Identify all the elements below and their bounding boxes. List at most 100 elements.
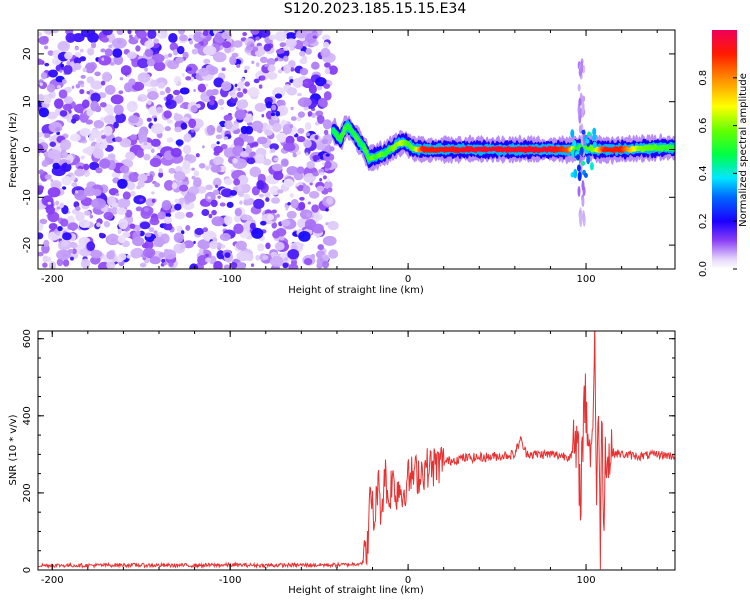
noise-speckle	[279, 235, 285, 241]
noise-speckle	[233, 223, 244, 235]
noise-speckle	[197, 83, 207, 93]
noise-speckle	[234, 207, 242, 217]
noise-speckle	[135, 230, 141, 235]
noise-speckle	[303, 173, 316, 183]
feature-speckle	[581, 101, 585, 114]
noise-speckle	[104, 48, 113, 57]
noise-speckle	[237, 191, 245, 197]
noise-speckle	[312, 154, 321, 161]
noise-speckle	[221, 81, 232, 92]
noise-speckle	[231, 94, 237, 99]
noise-speckle	[38, 251, 44, 257]
noise-speckle	[38, 131, 44, 138]
noise-speckle	[158, 252, 165, 258]
colorbar-tick-label: 0.6	[698, 118, 709, 134]
noise-speckle	[304, 122, 312, 131]
noise-speckle	[286, 210, 297, 219]
noise-speckle	[73, 62, 82, 71]
noise-speckle	[137, 94, 148, 102]
noise-speckle	[322, 119, 333, 130]
noise-speckle	[321, 34, 331, 41]
noise-speckle	[322, 175, 327, 180]
noise-speckle	[137, 72, 151, 83]
noise-speckle	[274, 31, 287, 42]
noise-speckle	[264, 129, 273, 136]
colorbar-tick-label: 0.2	[698, 213, 709, 229]
noise-speckle	[209, 240, 218, 250]
noise-speckle	[316, 185, 325, 192]
noise-speckle	[255, 254, 261, 261]
feature-speckle	[589, 162, 594, 171]
noise-speckle	[50, 178, 54, 182]
noise-speckle	[191, 48, 199, 55]
noise-speckle	[116, 198, 128, 209]
noise-speckle	[297, 127, 305, 134]
noise-speckle	[142, 247, 156, 258]
noise-speckle	[139, 198, 144, 202]
noise-speckle	[281, 219, 291, 227]
noise-speckle	[165, 223, 173, 231]
noise-speckle	[205, 257, 212, 263]
noise-speckle	[324, 160, 332, 169]
noise-speckle	[47, 201, 52, 205]
noise-speckle	[208, 255, 217, 265]
noise-speckle	[57, 40, 71, 52]
noise-speckle	[268, 34, 276, 40]
noise-speckle	[245, 146, 253, 154]
noise-speckle	[180, 230, 185, 235]
noise-speckle	[244, 81, 250, 87]
spectrogram-plot-area	[38, 30, 675, 269]
noise-speckle	[244, 69, 248, 74]
noise-speckle	[299, 67, 309, 76]
colorbar: 0.0 0.2 0.4 0.6 0.8 Normalized spectral ampl…	[698, 30, 749, 277]
noise-speckle	[279, 48, 285, 54]
noise-speckle	[135, 206, 143, 212]
feature-speckle	[592, 127, 597, 137]
noise-speckle	[71, 118, 77, 124]
noise-speckle	[258, 84, 263, 89]
noise-speckle	[164, 126, 171, 132]
noise-speckle	[251, 60, 255, 65]
noise-speckle	[203, 58, 211, 65]
noise-speckle	[259, 75, 266, 81]
noise-speckle	[139, 262, 147, 268]
noise-speckle	[193, 88, 196, 92]
noise-speckle	[176, 45, 185, 55]
noise-speckle	[202, 30, 209, 37]
noise-speckle	[230, 96, 238, 104]
noise-speckle	[247, 113, 252, 117]
noise-speckle	[61, 175, 72, 186]
noise-speckle	[217, 195, 221, 199]
noise-speckle	[277, 189, 284, 194]
feature-speckle	[571, 148, 576, 158]
noise-speckle	[156, 106, 164, 114]
noise-speckle	[250, 30, 260, 35]
noise-speckle	[186, 66, 193, 72]
noise-speckle	[144, 232, 152, 238]
noise-speckle	[204, 83, 209, 88]
noise-speckle	[93, 120, 101, 127]
noise-speckle	[307, 111, 313, 117]
noise-speckle	[244, 65, 250, 71]
noise-speckle	[266, 124, 273, 130]
noise-speckle	[235, 261, 247, 269]
noise-speckle	[149, 217, 160, 226]
noise-speckle	[61, 186, 67, 190]
noise-speckle	[190, 129, 195, 133]
noise-speckle	[101, 36, 109, 43]
noise-speckle	[290, 106, 294, 111]
noise-speckle	[158, 168, 163, 174]
noise-speckle	[198, 248, 204, 254]
noise-speckle	[326, 197, 334, 205]
noise-speckle	[56, 231, 61, 236]
noise-speckle	[44, 133, 51, 138]
noise-speckle	[161, 258, 166, 264]
noise-speckle	[265, 242, 271, 250]
noise-speckle	[289, 124, 294, 129]
noise-speckle	[292, 77, 304, 89]
noise-speckle	[90, 198, 107, 210]
noise-speckle	[216, 141, 220, 145]
noise-speckle	[168, 167, 176, 174]
noise-speckle	[317, 244, 324, 251]
noise-speckle	[117, 178, 128, 189]
